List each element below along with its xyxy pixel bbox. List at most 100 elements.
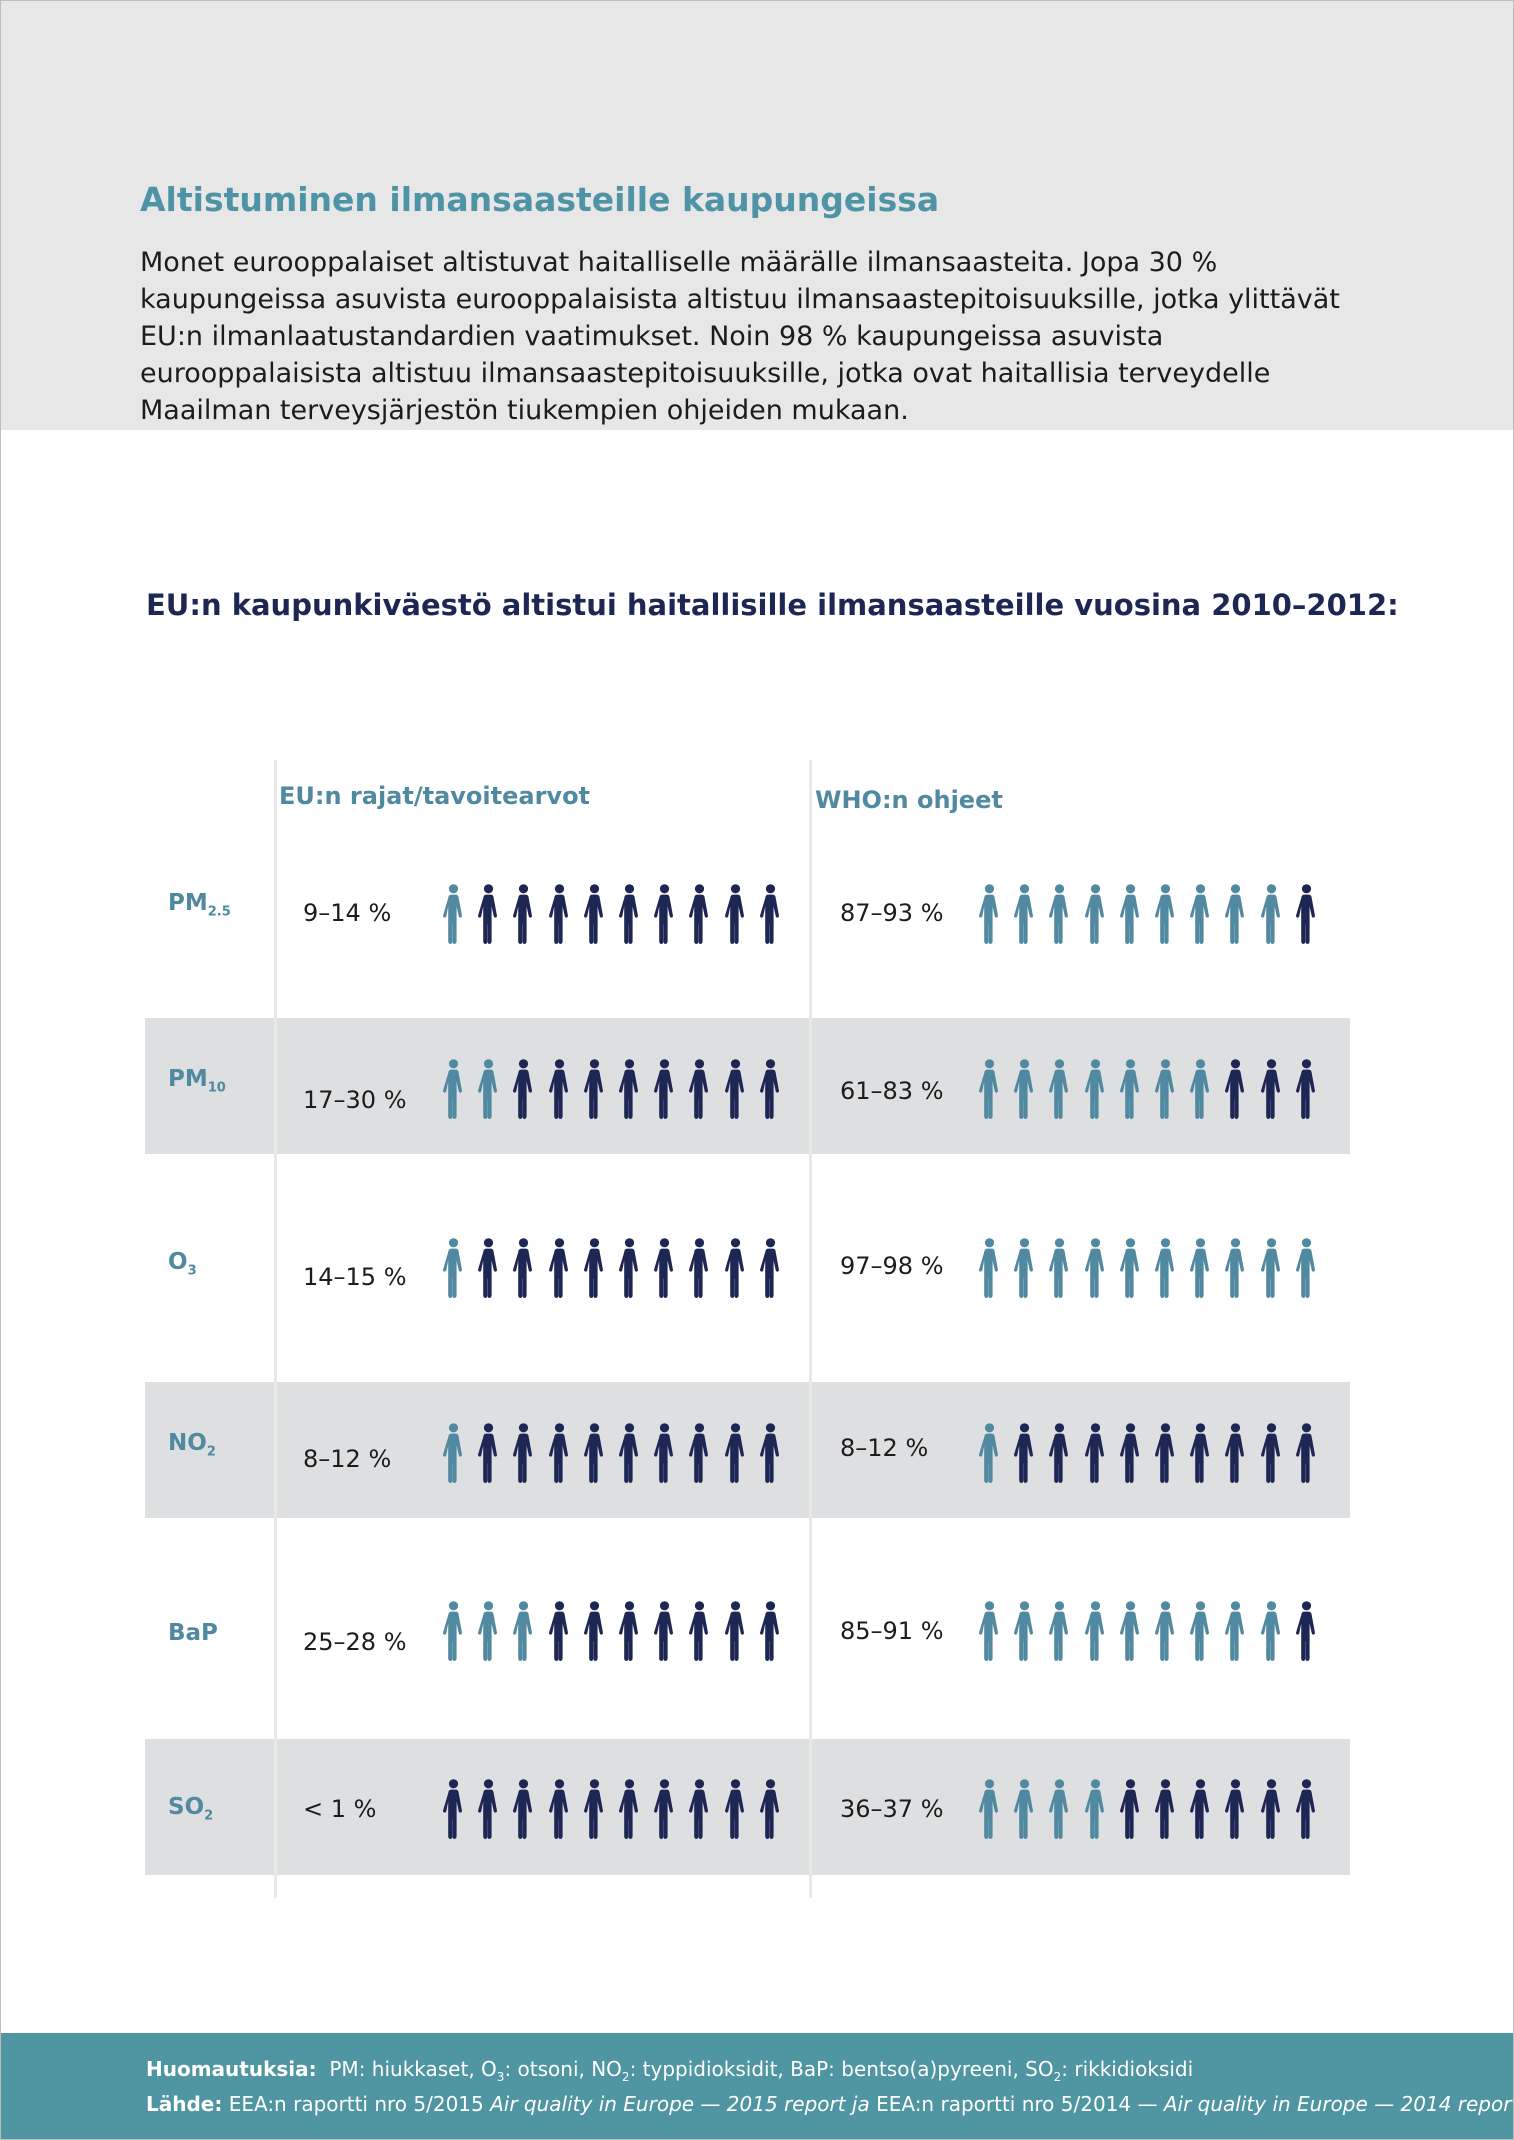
pollutant-label-bap: BaP <box>168 1620 218 1650</box>
footer-source: Lähde: EEA:n raportti nro 5/2015 Air qua… <box>146 2092 1514 2116</box>
person-icon-exposed <box>1225 1238 1245 1298</box>
person-icon-exposed <box>1014 1779 1034 1839</box>
who-people-o3 <box>977 1238 1329 1298</box>
person-icon-exposed <box>1119 1601 1139 1661</box>
source-text: EEA:n raportti nro 5/2014 — <box>876 2092 1158 2116</box>
person-icon-exposed <box>1190 884 1210 944</box>
pollutant-label-o3: O3 <box>168 1249 197 1279</box>
person-icon-exposed <box>1049 1601 1069 1661</box>
person-icon-not-exposed <box>654 1059 674 1119</box>
person-icon-not-exposed <box>583 1779 603 1839</box>
notes-text: : otsoni, NO <box>504 2057 622 2081</box>
person-icon-not-exposed <box>689 1779 709 1839</box>
pollutant-name: SO <box>168 1794 205 1820</box>
person-icon-not-exposed <box>1049 1423 1069 1483</box>
person-icon-exposed <box>1084 1238 1104 1298</box>
person-icon-not-exposed <box>513 1238 533 1298</box>
person-icon-exposed <box>1190 1238 1210 1298</box>
footer-notes: Huomautuksia: PM: hiukkaset, O3: otsoni,… <box>146 2057 1193 2084</box>
person-icon-exposed <box>979 884 998 944</box>
person-icon-exposed <box>1154 1238 1174 1298</box>
person-icon-not-exposed <box>443 1779 462 1839</box>
who-people-pm25 <box>977 884 1329 944</box>
person-icon-exposed <box>1014 1059 1034 1119</box>
eu-people-pm25 <box>441 884 793 944</box>
person-icon-not-exposed <box>583 1601 603 1661</box>
notes-text: : typpidioksidit, BaP: bentso(a)pyreeni,… <box>629 2057 1054 2081</box>
person-icon-not-exposed <box>1154 1779 1174 1839</box>
pollutant-label-pm10: PM10 <box>168 1066 226 1096</box>
person-icon-not-exposed <box>583 1238 603 1298</box>
person-icon-not-exposed <box>548 1238 568 1298</box>
person-icon-exposed <box>513 1601 533 1661</box>
person-icon-exposed <box>1225 884 1245 944</box>
person-icon-not-exposed <box>1225 1423 1245 1483</box>
person-icon-not-exposed <box>759 1059 779 1119</box>
pollutant-name: BaP <box>168 1620 218 1646</box>
pollutant-subscript: 10 <box>207 1080 226 1096</box>
person-icon-not-exposed <box>1225 1779 1245 1839</box>
who-people-no2 <box>977 1423 1329 1483</box>
pollutant-label-no2: NO2 <box>168 1430 216 1460</box>
person-icon-not-exposed <box>724 1601 744 1661</box>
person-icon-not-exposed <box>513 1423 533 1483</box>
eu-percent-pm25: 9–14 % <box>303 899 392 927</box>
person-icon-not-exposed <box>654 1779 674 1839</box>
eu-percent-pm10: 17–30 % <box>303 1086 407 1114</box>
person-icon-not-exposed <box>548 1601 568 1661</box>
person-icon-exposed <box>1119 1059 1139 1119</box>
person-icon-exposed <box>443 884 462 944</box>
person-icon-not-exposed <box>689 884 709 944</box>
person-icon-not-exposed <box>759 1423 779 1483</box>
pollutant-subscript: 2 <box>204 1808 214 1824</box>
person-icon-exposed <box>1049 1238 1069 1298</box>
source-label: Lähde: <box>146 2092 223 2116</box>
person-icon-not-exposed <box>618 1238 638 1298</box>
person-icon-not-exposed <box>513 884 533 944</box>
source-text: EEA:n raportti nro 5/2015 <box>228 2092 484 2116</box>
person-icon-not-exposed <box>1260 1423 1280 1483</box>
person-icon-not-exposed <box>1295 1779 1315 1839</box>
person-icon-not-exposed <box>1119 1779 1139 1839</box>
person-icon-not-exposed <box>1260 1059 1280 1119</box>
eu-people-bap <box>441 1601 793 1661</box>
person-icon-exposed <box>1049 1779 1069 1839</box>
person-icon-not-exposed <box>618 1601 638 1661</box>
person-icon-exposed <box>1084 1779 1104 1839</box>
eu-people-no2 <box>441 1423 793 1483</box>
pollutant-label-so2: SO2 <box>168 1794 213 1824</box>
eu-percent-no2: 8–12 % <box>303 1445 392 1473</box>
person-icon-not-exposed <box>1154 1423 1174 1483</box>
row-band-no2 <box>145 1382 1350 1518</box>
person-icon-exposed <box>1084 1601 1104 1661</box>
person-icon-exposed <box>1049 1059 1069 1119</box>
person-icon-not-exposed <box>618 1423 638 1483</box>
person-icon-exposed <box>1049 884 1069 944</box>
person-icon-exposed <box>979 1423 998 1483</box>
person-icon-exposed <box>1084 1059 1104 1119</box>
eu-percent-so2: < 1 % <box>303 1795 377 1823</box>
person-icon-exposed <box>478 1601 498 1661</box>
person-icon-not-exposed <box>478 1423 498 1483</box>
eu-percent-o3: 14–15 % <box>303 1263 407 1291</box>
person-icon-not-exposed <box>513 1059 533 1119</box>
person-icon-not-exposed <box>1084 1423 1104 1483</box>
row-band-so2 <box>145 1739 1350 1875</box>
person-icon-not-exposed <box>1190 1779 1210 1839</box>
person-icon-exposed <box>1014 1238 1034 1298</box>
who-percent-o3: 97–98 % <box>840 1252 944 1280</box>
person-icon-not-exposed <box>759 1601 779 1661</box>
who-people-so2 <box>977 1779 1329 1839</box>
pollutant-subscript: 2 <box>206 1444 216 1460</box>
source-title: Air quality in Europe — 2015 report ja <box>490 2092 870 2116</box>
person-icon-exposed <box>1119 1238 1139 1298</box>
person-icon-exposed <box>443 1059 462 1119</box>
pollutant-subscript: 3 <box>187 1263 197 1279</box>
pollutant-name: PM <box>168 890 208 916</box>
pollutant-label-pm25: PM2.5 <box>168 890 231 920</box>
person-icon-not-exposed <box>618 1059 638 1119</box>
person-icon-not-exposed <box>689 1601 709 1661</box>
person-icon-exposed <box>1260 1601 1280 1661</box>
intro-title: Altistuminen ilmansaasteille kaupungeiss… <box>140 180 940 219</box>
person-icon-not-exposed <box>654 1423 674 1483</box>
